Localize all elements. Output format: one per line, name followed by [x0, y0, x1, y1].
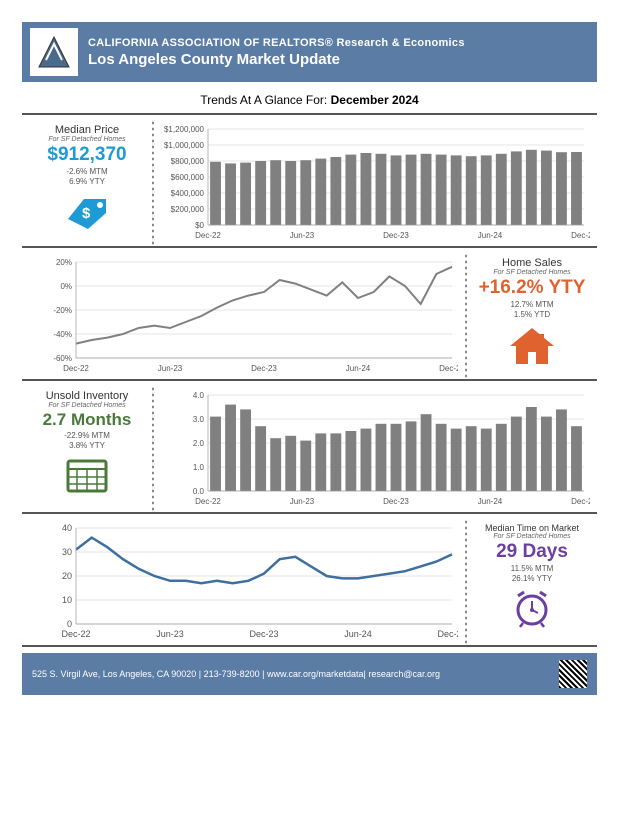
stat-yty: 6.9% YTY — [69, 177, 105, 186]
svg-text:Dec-23: Dec-23 — [383, 497, 409, 506]
svg-text:Dec-24: Dec-24 — [571, 497, 590, 506]
svg-text:Dec-23: Dec-23 — [249, 629, 278, 639]
stat-mtm: -22.9% MTM — [64, 431, 110, 440]
svg-text:Dec-24: Dec-24 — [571, 231, 590, 240]
svg-text:Dec-22: Dec-22 — [63, 364, 89, 373]
stat-unsold-inventory: Unsold Inventory For SF Detached Homes 2… — [22, 386, 152, 512]
svg-text:Dec-24: Dec-24 — [439, 364, 458, 373]
svg-text:Dec-23: Dec-23 — [383, 231, 409, 240]
header-bar: CALIFORNIA ASSOCIATION OF REALTORS® Rese… — [22, 22, 597, 82]
svg-text:40: 40 — [62, 523, 72, 533]
svg-text:3.0: 3.0 — [193, 415, 205, 424]
svg-text:0: 0 — [67, 619, 72, 629]
svg-text:10: 10 — [62, 595, 72, 605]
stat-sub: For SF Detached Homes — [493, 533, 570, 540]
stat-yty: 3.8% YTY — [69, 441, 105, 450]
qr-code-icon — [559, 660, 587, 688]
svg-text:Dec-22: Dec-22 — [195, 497, 221, 506]
svg-text:Jun-24: Jun-24 — [344, 629, 372, 639]
stat-yty: 26.1% YTY — [512, 574, 552, 583]
car-logo — [30, 28, 78, 76]
svg-text:$: $ — [82, 205, 91, 222]
stat-value: 2.7 Months — [43, 410, 132, 430]
house-icon — [506, 324, 558, 366]
stat-mtm: 12.7% MTM — [510, 300, 553, 309]
svg-text:0.0: 0.0 — [193, 487, 205, 496]
stat-title: Median Price — [55, 124, 119, 136]
svg-text:1.0: 1.0 — [193, 463, 205, 472]
chart-unsold-inventory: 0.0 1.0 2.0 3.0 4.0 Dec-22 Jun-23 Dec-23 Jun-24 D… — [154, 386, 597, 512]
stat-home-sales: Home Sales For SF Detached Homes +16.2% … — [467, 253, 597, 379]
panel-median-price: Median Price For SF Detached Homes $912,… — [22, 120, 597, 246]
svg-text:$0: $0 — [195, 221, 204, 230]
svg-text:Jun-23: Jun-23 — [290, 497, 315, 506]
footer-bar: 525 S. Virgil Ave, Los Angeles, CA 90020… — [22, 653, 597, 695]
svg-text:-60%: -60% — [53, 354, 72, 363]
svg-text:Jun-23: Jun-23 — [156, 629, 184, 639]
calendar-icon — [64, 455, 110, 495]
svg-text:Dec-22: Dec-22 — [61, 629, 90, 639]
panel-home-sales: -60% -40% -20% 0% 20% Dec-22 Jun-23 Dec-23 Jun-2… — [22, 253, 597, 379]
stat-value: $912,370 — [47, 144, 126, 166]
stat-title: Home Sales — [502, 257, 562, 269]
header-org: CALIFORNIA ASSOCIATION OF REALTORS® Rese… — [88, 37, 465, 49]
svg-text:$1,000,000: $1,000,000 — [164, 141, 205, 150]
stat-title: Median Time on Market — [485, 523, 579, 533]
svg-text:$1,200,000: $1,200,000 — [164, 125, 205, 134]
svg-text:Jun-24: Jun-24 — [478, 231, 503, 240]
svg-text:30: 30 — [62, 547, 72, 557]
panel-unsold-inventory: Unsold Inventory For SF Detached Homes 2… — [22, 386, 597, 512]
svg-text:$600,000: $600,000 — [171, 173, 205, 182]
glance-line: Trends At A Glance For: December 2024 — [0, 82, 619, 113]
svg-text:Jun-24: Jun-24 — [346, 364, 371, 373]
svg-text:-40%: -40% — [53, 330, 72, 339]
svg-text:20%: 20% — [56, 258, 72, 267]
header-title: Los Angeles County Market Update — [88, 51, 465, 68]
svg-text:0%: 0% — [60, 282, 72, 291]
stat-title: Unsold Inventory — [46, 390, 129, 402]
stat-sub: For SF Detached Homes — [493, 269, 570, 276]
svg-text:Jun-23: Jun-23 — [158, 364, 183, 373]
stat-time-on-market: Median Time on Market For SF Detached Ho… — [467, 519, 597, 645]
footer-text: 525 S. Virgil Ave, Los Angeles, CA 90020… — [32, 669, 440, 679]
svg-text:$800,000: $800,000 — [171, 157, 205, 166]
stat-value: +16.2% YTY — [479, 277, 586, 299]
svg-text:$400,000: $400,000 — [171, 189, 205, 198]
chart-home-sales: -60% -40% -20% 0% 20% Dec-22 Jun-23 Dec-23 Jun-2… — [22, 253, 465, 379]
chart-time-on-market: 0 10 20 30 40 Dec-22 Jun-23 Dec-23 Jun-24 Dec-24 — [22, 519, 465, 645]
price-tag-icon: $ — [60, 191, 114, 233]
stat-mtm: 11.5% MTM — [511, 564, 554, 573]
clock-icon — [508, 588, 556, 630]
svg-text:4.0: 4.0 — [193, 391, 205, 400]
svg-text:-20%: -20% — [53, 306, 72, 315]
svg-text:2.0: 2.0 — [193, 439, 205, 448]
svg-text:Jun-24: Jun-24 — [478, 497, 503, 506]
stat-sub: For SF Detached Homes — [48, 402, 125, 409]
stat-median-price: Median Price For SF Detached Homes $912,… — [22, 120, 152, 246]
chart-median-price: $0 $200,000 $400,000 $600,000 $800,000 $1,000… — [154, 120, 597, 246]
svg-text:Dec-22: Dec-22 — [195, 231, 221, 240]
svg-text:Jun-23: Jun-23 — [290, 231, 315, 240]
panel-time-on-market: 010203040Dec-22Jun-23Dec-23Jun-24Dec-24 … — [22, 519, 597, 645]
svg-text:Dec-24: Dec-24 — [437, 629, 458, 639]
svg-text:$200,000: $200,000 — [171, 205, 205, 214]
stat-value: 29 Days — [496, 541, 568, 563]
stat-mtm: -2.6% MTM — [66, 167, 107, 176]
svg-text:Dec-23: Dec-23 — [251, 364, 277, 373]
svg-text:20: 20 — [62, 571, 72, 581]
stat-sub: For SF Detached Homes — [48, 136, 125, 143]
stat-yty: 1.5% YTD — [514, 310, 550, 319]
